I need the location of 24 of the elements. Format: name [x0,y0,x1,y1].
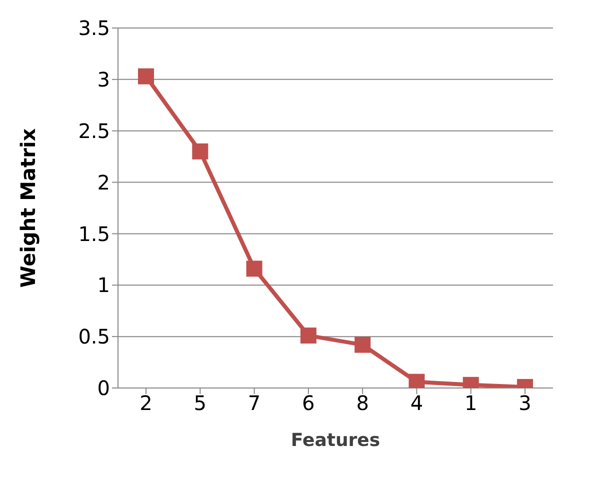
point [138,68,154,84]
x-tick-label: 2 [140,391,152,416]
y-tick-label: 2 [97,170,110,194]
x-tick-label: 5 [194,391,207,416]
point [192,143,208,160]
y-tick-label: 1.5 [78,222,110,246]
y-tick-label: 2.5 [78,118,110,143]
point [354,336,371,353]
x-axis-title: Features [290,430,380,451]
y-tick-label: 3.5 [78,16,110,40]
x-tick-label: 4 [410,391,424,416]
x-tick-label: 6 [302,391,315,416]
point [246,260,262,277]
y-tick-label: 0.5 [78,324,110,349]
y-tick-label: 1 [97,273,110,298]
x-tick-label: 3 [518,391,532,416]
y-tick-label: 3 [97,68,110,92]
y-tick-label: 0 [97,376,110,400]
x-tick-label: 1 [464,391,478,416]
point [408,374,425,388]
x-tick-label: 8 [356,391,369,416]
x-tick-label: 7 [248,391,261,416]
y-axis-title: Weight Matrix [16,128,40,288]
point [300,328,316,344]
